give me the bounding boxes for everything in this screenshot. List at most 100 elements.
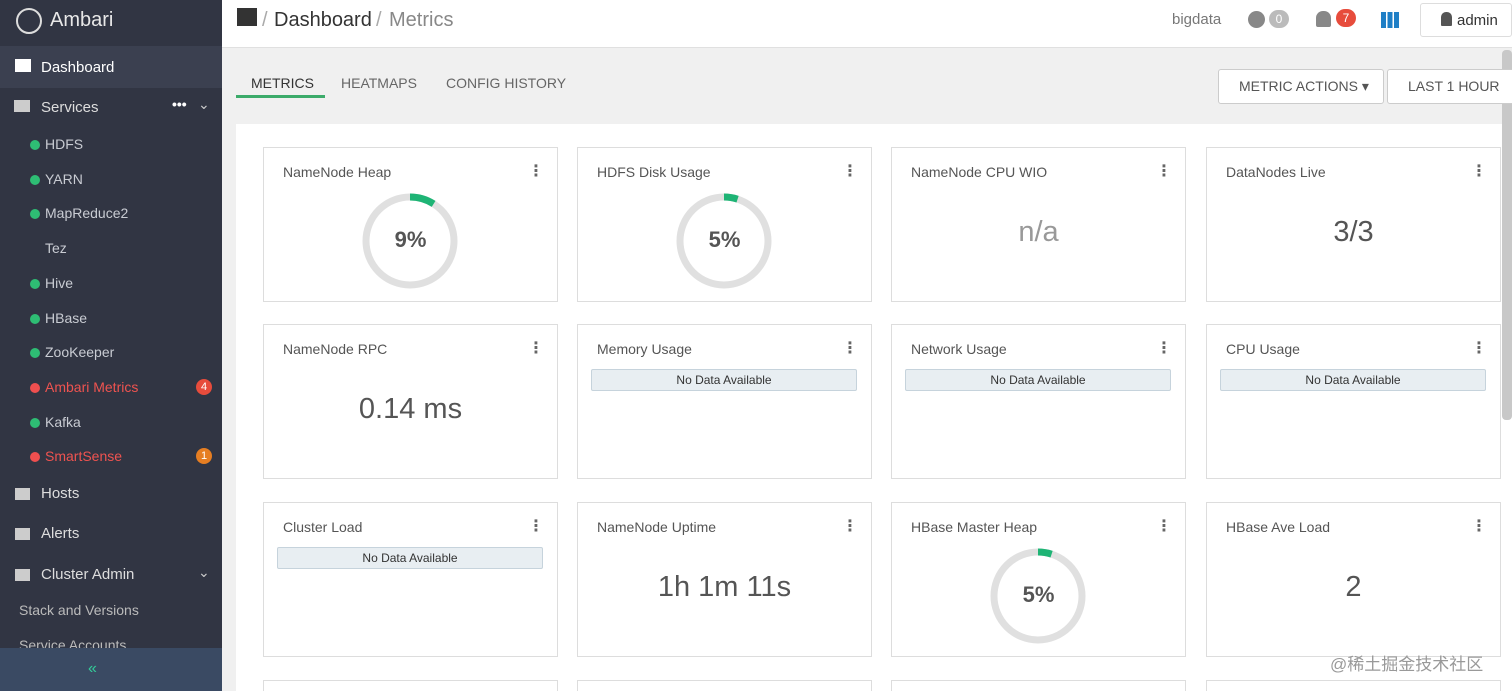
- home-icon: [15, 59, 31, 72]
- widget-card: [263, 680, 558, 691]
- widget-title: NameNode Heap: [283, 164, 392, 180]
- crumb: Metrics: [389, 9, 454, 31]
- service-link[interactable]: SmartSense: [45, 448, 123, 465]
- nav-icon: [15, 528, 30, 540]
- home-icon: [237, 8, 257, 26]
- brand-name: Ambari: [50, 9, 114, 31]
- donut-arc: [990, 548, 1086, 644]
- separator: /: [376, 9, 382, 31]
- widget-menu[interactable]: ⋮: [1156, 163, 1172, 180]
- widget-value: 0.14 ms: [358, 393, 463, 425]
- widget-card: [577, 680, 872, 691]
- widget-menu[interactable]: ⋮: [1471, 340, 1487, 357]
- widget-menu[interactable]: ⋮: [842, 163, 858, 180]
- nav-services[interactable]: Services: [41, 99, 99, 116]
- more-icon: •••: [172, 96, 187, 112]
- service-link[interactable]: MapReduce2: [45, 205, 129, 222]
- widget-card: [263, 324, 558, 479]
- widget-menu[interactable]: ⋮: [1156, 340, 1172, 357]
- service-link[interactable]: YARN: [45, 170, 83, 187]
- widget-card: [577, 324, 872, 479]
- alerts-badge[interactable]: 7: [1336, 9, 1356, 27]
- service-link[interactable]: Ambari Metrics: [45, 378, 139, 395]
- widget-menu[interactable]: ⋮: [842, 340, 858, 357]
- service-link[interactable]: HDFS: [45, 136, 84, 152]
- nav-alerts[interactable]: Alerts: [41, 525, 80, 542]
- widget-card: [1206, 147, 1501, 302]
- service-link[interactable]: Hive: [45, 274, 74, 291]
- gear-icon: [1248, 11, 1265, 28]
- widget-card: [577, 147, 872, 302]
- tab-underline: [236, 95, 325, 98]
- service-link[interactable]: ZooKeeper: [45, 344, 115, 361]
- nav-icon: [15, 569, 30, 581]
- widget-value: 2: [1345, 571, 1362, 603]
- service-link[interactable]: Tez: [45, 240, 67, 257]
- crumb[interactable]: Dashboard: [274, 9, 372, 31]
- nav-cluster_admin[interactable]: Cluster Admin: [41, 566, 135, 583]
- donut-label: 5%: [1022, 582, 1055, 607]
- service-link[interactable]: HBase: [45, 309, 88, 326]
- widget-title: NameNode RPC: [283, 341, 388, 357]
- widget-menu[interactable]: ⋮: [528, 163, 544, 180]
- button[interactable]: LAST 1 HOUR: [1387, 69, 1512, 104]
- active-row: [0, 46, 222, 88]
- widget-title: Memory Usage: [597, 341, 692, 357]
- widget-title: CPU Usage: [1226, 341, 1300, 357]
- widget-card: [891, 147, 1186, 302]
- no-data: No Data Available: [277, 547, 543, 569]
- donut-arc: [362, 193, 458, 289]
- widget-value: 1h 1m 11s: [657, 571, 792, 603]
- ops-badge[interactable]: 0: [1269, 10, 1289, 28]
- nav-dashboard[interactable]: Dashboard: [41, 59, 115, 76]
- services-icon: [14, 100, 30, 112]
- tab[interactable]: HEATMAPS: [341, 75, 417, 91]
- service-link[interactable]: Kafka: [45, 413, 81, 430]
- donut-label: 5%: [708, 227, 741, 252]
- status-dot: [30, 382, 40, 393]
- widget-menu[interactable]: ⋮: [1471, 518, 1487, 535]
- widget-card: [891, 502, 1186, 657]
- collapse-icon: «: [88, 660, 97, 677]
- topbar: [222, 0, 1512, 48]
- widget-title: HDFS Disk Usage: [597, 164, 711, 180]
- chevron: ⌄: [198, 564, 210, 580]
- donut-arc: [676, 193, 772, 289]
- widget-card: [1206, 502, 1501, 657]
- donut-label: 9%: [394, 227, 427, 252]
- widget-card: [263, 502, 558, 657]
- widget-menu[interactable]: ⋮: [1156, 518, 1172, 535]
- no-data: No Data Available: [591, 369, 857, 391]
- widget-title: NameNode Uptime: [597, 519, 717, 535]
- sidebar: [0, 0, 222, 691]
- widget-menu[interactable]: ⋮: [528, 340, 544, 357]
- watermark: @稀土掘金技术社区: [1330, 655, 1484, 674]
- sub-link[interactable]: Stack and Versions: [19, 602, 139, 618]
- scrollbar: [1502, 50, 1512, 420]
- nav-icon: [15, 488, 30, 500]
- widget-title: DataNodes Live: [1226, 164, 1326, 180]
- widget-menu[interactable]: ⋮: [1471, 163, 1487, 180]
- widget-title: NameNode CPU WIO: [911, 164, 1048, 180]
- tab[interactable]: METRICS: [251, 75, 314, 91]
- bell-icon: [1316, 11, 1331, 27]
- status-dot: [30, 348, 40, 359]
- badge: 1: [196, 448, 212, 465]
- status-dot: [30, 313, 40, 324]
- status-dot: [30, 452, 40, 463]
- user-icon: [1441, 12, 1452, 26]
- widget-title: HBase Master Heap: [911, 519, 1038, 535]
- widget-card: [1206, 680, 1501, 691]
- widget-menu[interactable]: ⋮: [528, 518, 544, 535]
- donut: [990, 548, 1086, 644]
- widget-card: [891, 324, 1186, 479]
- widget-value: 3/3: [1333, 216, 1374, 248]
- widget-title: Cluster Load: [283, 519, 363, 535]
- button[interactable]: METRIC ACTIONS ▾: [1218, 69, 1384, 104]
- user-name[interactable]: admin: [1457, 12, 1498, 29]
- widget-menu[interactable]: ⋮: [842, 518, 858, 535]
- nav-hosts[interactable]: Hosts: [41, 485, 80, 502]
- apps-icon: [1381, 12, 1399, 28]
- user-button[interactable]: [1420, 3, 1512, 37]
- tab[interactable]: CONFIG HISTORY: [446, 75, 567, 91]
